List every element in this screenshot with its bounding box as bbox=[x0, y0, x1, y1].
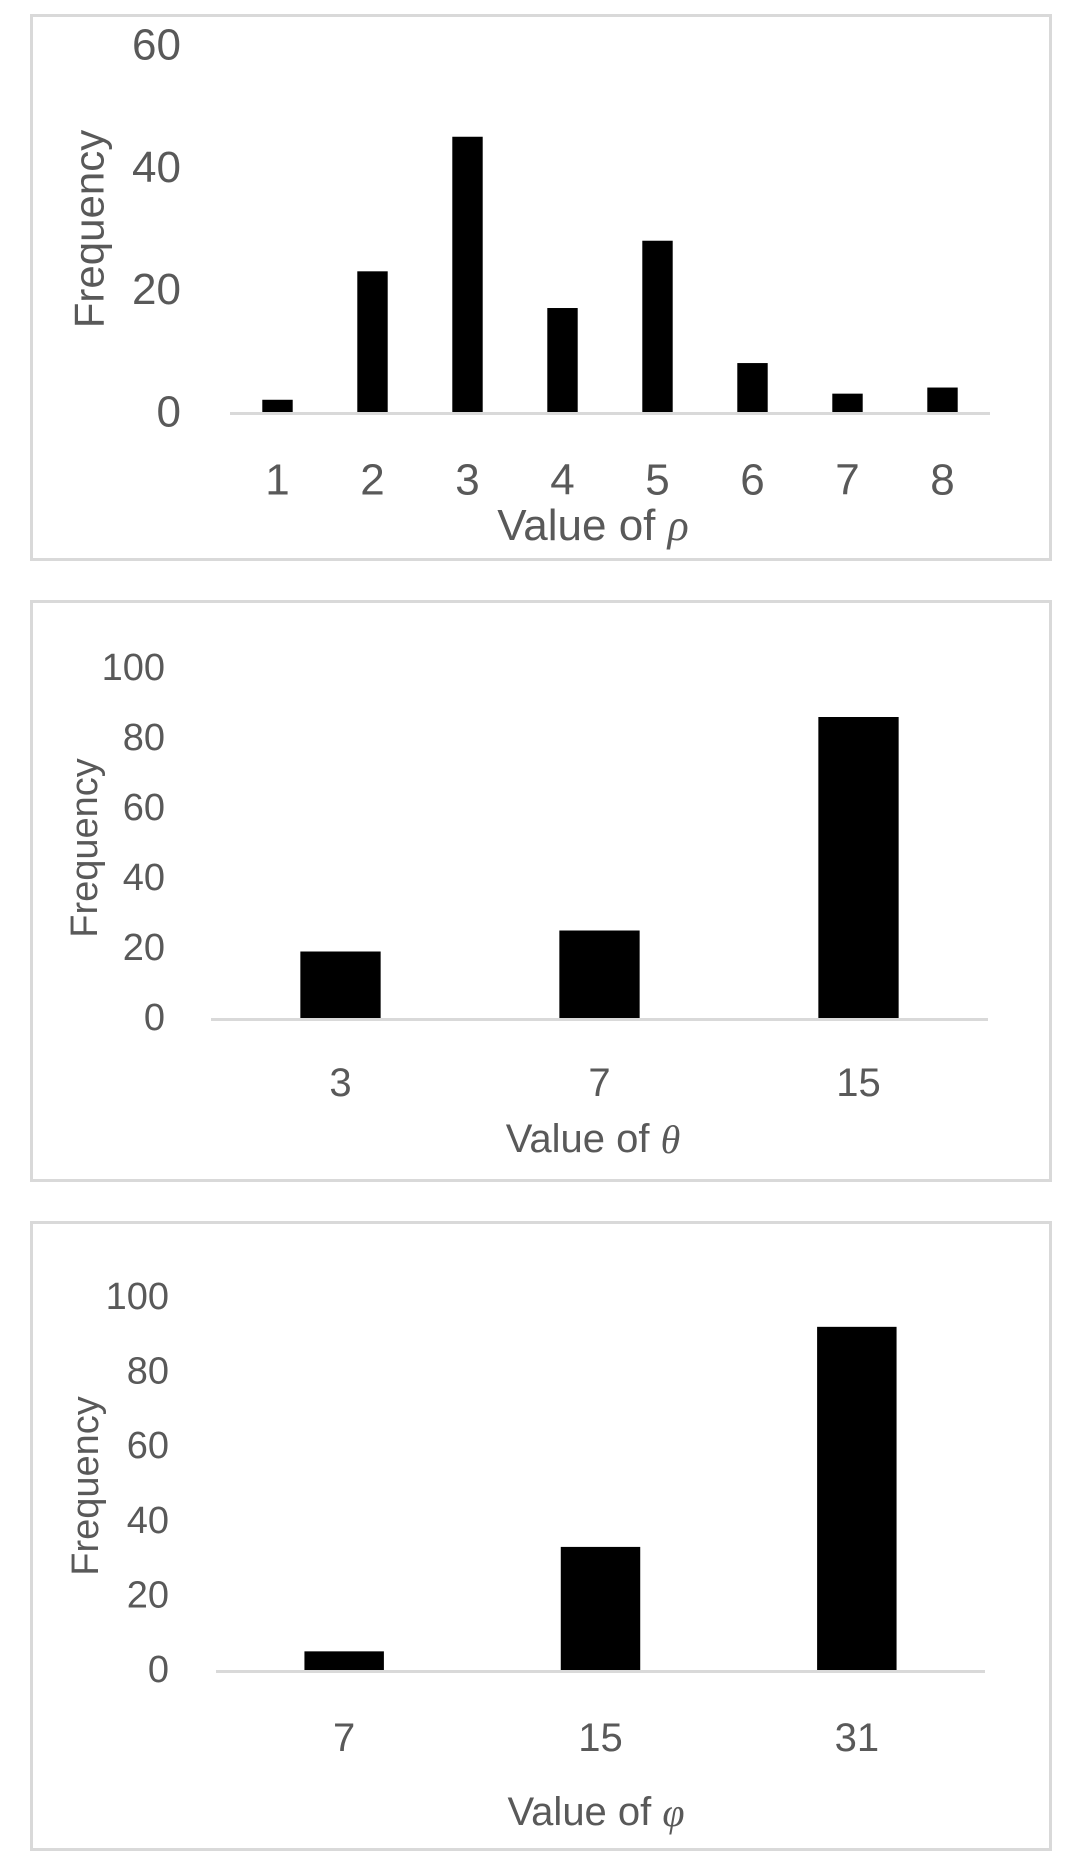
chart-rho: 0 20 40 60 1 2 3 4 5 6 7 8 Value of ρ Frequency bbox=[66, 21, 990, 550]
x-tick-label: 7 bbox=[333, 1716, 355, 1760]
y-tick-label: 60 bbox=[132, 21, 181, 70]
bar-4 bbox=[547, 308, 578, 412]
chart-panel-theta: 0 20 40 60 80 100 3 7 15 Value of θ Frequency bbox=[30, 600, 1052, 1182]
x-tick-label: 1 bbox=[265, 456, 289, 505]
y-axis-title: Frequency bbox=[64, 758, 106, 938]
x-axis-title-symbol: θ bbox=[661, 1117, 681, 1162]
chart-theta: 0 20 40 60 80 100 3 7 15 Value of θ Frequency bbox=[64, 647, 988, 1162]
y-tick-label: 20 bbox=[123, 927, 165, 969]
bar-31 bbox=[817, 1326, 897, 1670]
bar-7 bbox=[304, 1651, 384, 1670]
x-tick-label: 7 bbox=[588, 1061, 610, 1105]
x-axis-title-text: Value of bbox=[507, 1790, 662, 1834]
y-tick-label: 0 bbox=[144, 997, 165, 1039]
y-tick-label: 40 bbox=[127, 1500, 169, 1542]
y-tick-label: 0 bbox=[157, 388, 181, 437]
x-tick-label: 2 bbox=[360, 456, 384, 505]
y-axis-title: Frequency bbox=[66, 130, 113, 328]
bar-3 bbox=[300, 951, 381, 1018]
bar-1 bbox=[262, 399, 293, 412]
x-tick-label: 6 bbox=[740, 456, 764, 505]
x-axis-title-text: Value of bbox=[497, 501, 667, 550]
bar-3 bbox=[452, 136, 483, 412]
chart-panel-rho: 0 20 40 60 1 2 3 4 5 6 7 8 Value of ρ Frequency bbox=[30, 14, 1052, 561]
y-tick-label: 60 bbox=[123, 787, 165, 829]
x-axis-title-symbol: ρ bbox=[666, 501, 689, 550]
bar-6 bbox=[737, 363, 768, 412]
bar-7 bbox=[832, 393, 863, 412]
chart-panel-phi: 0 20 40 60 80 100 7 15 31 Value of φ Frequency bbox=[30, 1221, 1052, 1851]
x-tick-label: 5 bbox=[645, 456, 669, 505]
y-tick-label: 0 bbox=[148, 1649, 169, 1691]
y-tick-label: 80 bbox=[127, 1351, 169, 1393]
y-tick-label: 40 bbox=[123, 857, 165, 899]
chart-phi: 0 20 40 60 80 100 7 15 31 Value of φ Frequency bbox=[65, 1276, 985, 1835]
x-tick-label: 15 bbox=[578, 1716, 623, 1760]
x-tick-label: 3 bbox=[329, 1061, 351, 1105]
x-axis-title-text: Value of bbox=[506, 1117, 661, 1161]
bar-15 bbox=[560, 1546, 641, 1670]
x-tick-label: 31 bbox=[835, 1716, 880, 1760]
x-tick-label: 7 bbox=[835, 456, 859, 505]
bar-2 bbox=[357, 271, 388, 412]
y-tick-label: 20 bbox=[132, 265, 181, 314]
bar-15 bbox=[818, 717, 899, 1018]
y-tick-label: 40 bbox=[132, 143, 181, 192]
y-tick-label: 100 bbox=[102, 647, 165, 689]
x-tick-label: 15 bbox=[836, 1061, 881, 1105]
x-tick-label: 8 bbox=[930, 456, 954, 505]
y-axis-title: Frequency bbox=[65, 1396, 107, 1576]
bar-8 bbox=[927, 387, 958, 412]
x-tick-label: 4 bbox=[550, 456, 574, 505]
y-tick-label: 20 bbox=[127, 1574, 169, 1616]
bar-5 bbox=[642, 240, 673, 412]
x-axis-title-symbol: φ bbox=[662, 1790, 684, 1835]
bar-7 bbox=[559, 930, 640, 1018]
y-tick-label: 60 bbox=[127, 1425, 169, 1467]
x-axis-title: Value of ρ bbox=[497, 501, 689, 550]
x-axis-title: Value of θ bbox=[506, 1117, 681, 1162]
y-tick-label: 80 bbox=[123, 717, 165, 759]
y-tick-label: 100 bbox=[106, 1276, 169, 1318]
x-axis-title: Value of φ bbox=[507, 1790, 684, 1835]
x-tick-label: 3 bbox=[455, 456, 479, 505]
